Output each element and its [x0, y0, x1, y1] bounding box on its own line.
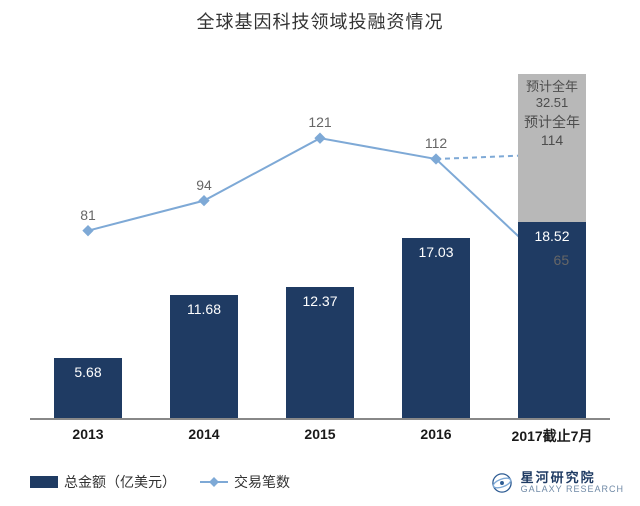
legend-line-swatch: [200, 476, 228, 488]
bar-value-label: 11.68: [146, 301, 262, 317]
x-axis-label: 2014: [146, 426, 262, 442]
line-value-label: 121: [308, 114, 331, 130]
watermark-text: 星河研究院 GALAXY RESEARCH: [521, 471, 624, 494]
bar: [402, 238, 470, 418]
bar-value-label: 17.03: [378, 244, 494, 260]
chart-container: 全球基因科技领域投融资情况 5.68201311.68201412.372015…: [0, 0, 640, 506]
bar-value-label: 12.37: [262, 293, 378, 309]
line-projection-label: 预计全年 114: [524, 112, 580, 148]
legend-bar-swatch: [30, 476, 58, 488]
legend-line-item: 交易笔数: [200, 472, 290, 492]
line-value-label: 65: [554, 252, 570, 268]
chart-title: 全球基因科技领域投融资情况: [0, 0, 640, 34]
watermark: 星河研究院 GALAXY RESEARCH: [489, 470, 624, 496]
plot-area: 5.68201311.68201412.37201517.03201618.52…: [30, 48, 610, 420]
bar: [518, 222, 586, 418]
bar-value-label: 18.52: [494, 228, 610, 244]
bar-value-label: 5.68: [30, 364, 146, 380]
galaxy-logo-icon: [489, 470, 515, 496]
x-axis-label: 2015: [262, 426, 378, 442]
legend-line-label: 交易笔数: [234, 472, 290, 492]
x-axis-label: 2013: [30, 426, 146, 442]
x-axis-label: 2017截止7月: [494, 426, 610, 446]
x-axis-label: 2016: [378, 426, 494, 442]
watermark-cn: 星河研究院: [521, 471, 624, 485]
watermark-en: GALAXY RESEARCH: [521, 485, 624, 494]
line-value-label: 94: [196, 177, 212, 193]
legend: 总金额（亿美元） 交易笔数: [30, 472, 290, 492]
bar-projection-label: 预计全年 32.51: [494, 79, 610, 110]
line-value-label: 81: [80, 207, 96, 223]
legend-bar-label: 总金额（亿美元）: [64, 472, 176, 492]
line-value-label: 112: [425, 135, 447, 151]
